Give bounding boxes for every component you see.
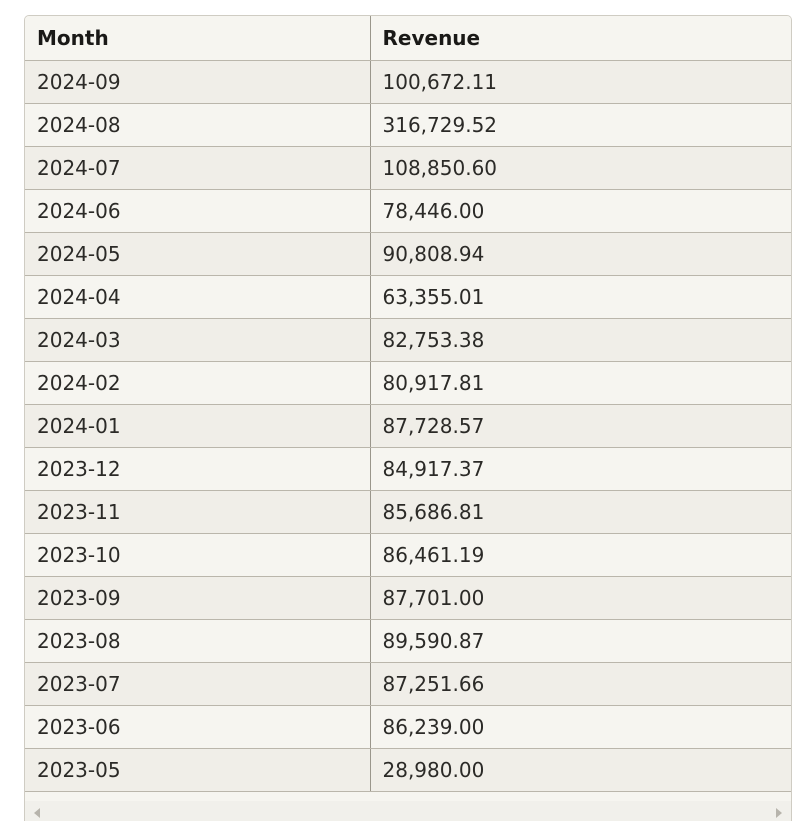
data-table-container[interactable]: Month Revenue 2024-09 100,672.11 2024-08 31…	[24, 15, 792, 821]
month-cell: 2023-08	[25, 619, 371, 663]
table-row: 2023-05 28,980.00	[25, 748, 791, 792]
revenue-cell: 80,917.81	[370, 361, 791, 405]
table-row: 2024-09 100,672.11	[25, 60, 791, 104]
table-row: 2023-07 87,251.66	[25, 662, 791, 706]
month-cell: 2024-08	[25, 103, 371, 147]
table-row: 2024-05 90,808.94	[25, 232, 791, 276]
month-cell: 2024-05	[25, 232, 371, 276]
revenue-cell: 84,917.37	[370, 447, 791, 491]
table-row: 2023-11 85,686.81	[25, 490, 791, 534]
revenue-cell: 28,980.00	[370, 748, 791, 792]
month-cell: 2024-03	[25, 318, 371, 362]
revenue-cell: 86,461.19	[370, 533, 791, 577]
month-cell: 2023-07	[25, 662, 371, 706]
month-cell: 2023-11	[25, 490, 371, 534]
revenue-cell: 316,729.52	[370, 103, 791, 147]
table-row: 2024-01 87,728.57	[25, 404, 791, 448]
revenue-cell: 85,686.81	[370, 490, 791, 534]
scroll-right-arrow-icon[interactable]	[776, 808, 782, 818]
month-cell: 2024-04	[25, 275, 371, 319]
revenue-table: Month Revenue 2024-09 100,672.11 2024-08 31…	[25, 16, 791, 792]
revenue-cell: 90,808.94	[370, 232, 791, 276]
table-row: 2023-08 89,590.87	[25, 619, 791, 663]
revenue-cell: 87,728.57	[370, 404, 791, 448]
revenue-cell: 108,850.60	[370, 146, 791, 190]
month-cell: 2024-02	[25, 361, 371, 405]
table-row: 2023-06 86,239.00	[25, 705, 791, 749]
table-row: 2023-12 84,917.37	[25, 447, 791, 491]
horizontal-scrollbar[interactable]	[25, 801, 791, 821]
revenue-cell: 100,672.11	[370, 60, 791, 104]
month-cell: 2023-05	[25, 748, 371, 792]
table-row: 2024-03 82,753.38	[25, 318, 791, 362]
month-cell: 2023-09	[25, 576, 371, 620]
month-cell: 2023-12	[25, 447, 371, 491]
table-row: 2024-07 108,850.60	[25, 146, 791, 190]
month-cell: 2023-06	[25, 705, 371, 749]
table-row: 2024-04 63,355.01	[25, 275, 791, 319]
revenue-cell: 89,590.87	[370, 619, 791, 663]
month-cell: 2024-07	[25, 146, 371, 190]
revenue-cell: 87,701.00	[370, 576, 791, 620]
revenue-cell: 78,446.00	[370, 189, 791, 233]
month-cell: 2024-01	[25, 404, 371, 448]
table-row: 2023-10 86,461.19	[25, 533, 791, 577]
table-row: 2023-09 87,701.00	[25, 576, 791, 620]
revenue-cell: 82,753.38	[370, 318, 791, 362]
column-header-month[interactable]: Month	[25, 16, 371, 61]
month-cell: 2024-06	[25, 189, 371, 233]
scroll-left-arrow-icon[interactable]	[34, 808, 40, 818]
revenue-cell: 86,239.00	[370, 705, 791, 749]
table-row: 2024-06 78,446.00	[25, 189, 791, 233]
column-header-revenue[interactable]: Revenue	[370, 16, 791, 61]
revenue-cell: 63,355.01	[370, 275, 791, 319]
month-cell: 2024-09	[25, 60, 371, 104]
table-header-row: Month Revenue	[25, 16, 791, 61]
month-cell: 2023-10	[25, 533, 371, 577]
revenue-cell: 87,251.66	[370, 662, 791, 706]
table-row: 2024-02 80,917.81	[25, 361, 791, 405]
table-row: 2024-08 316,729.52	[25, 103, 791, 147]
